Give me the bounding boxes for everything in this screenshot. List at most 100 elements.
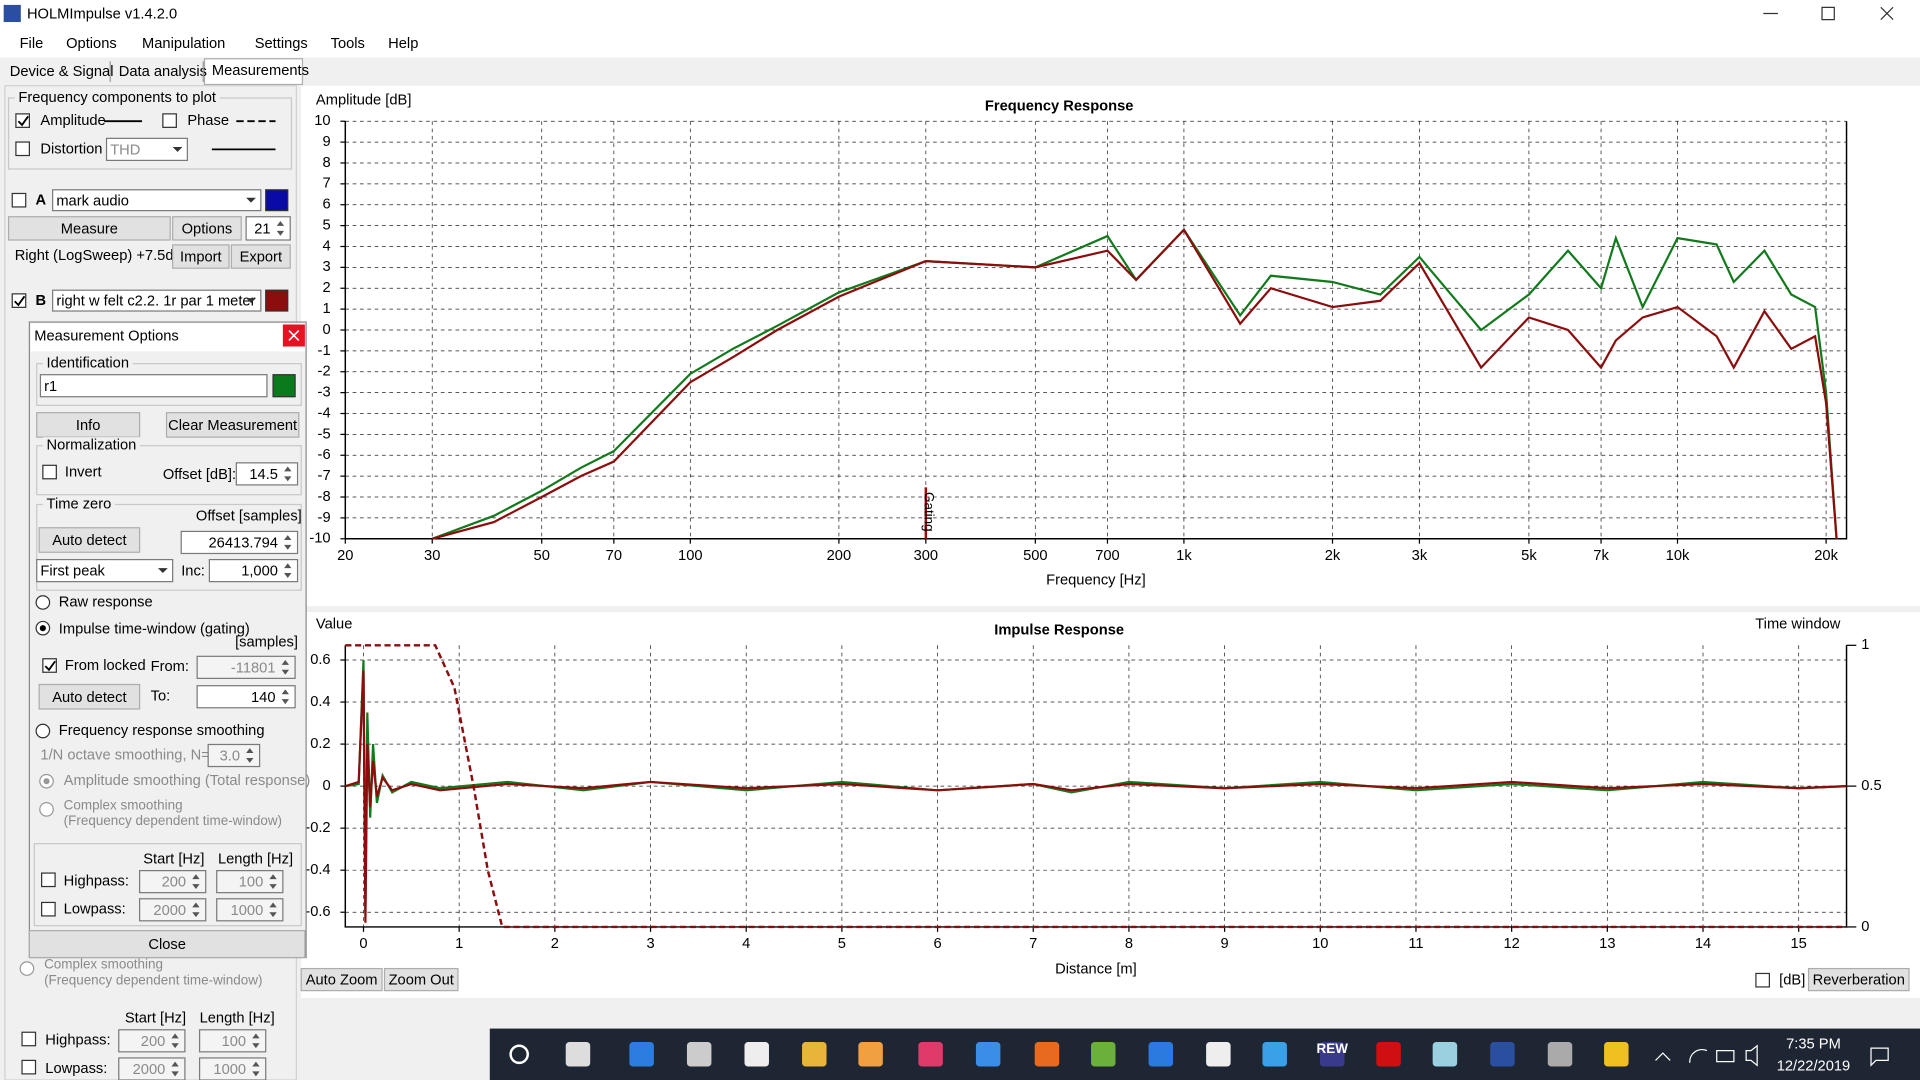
taskbar-icon[interactable]	[1490, 1042, 1515, 1067]
spin-box[interactable]	[208, 558, 299, 583]
spin-box[interactable]	[138, 870, 207, 894]
spin-box[interactable]	[235, 462, 299, 486]
spin-arrows[interactable]	[284, 535, 292, 550]
menu-item[interactable]: Help	[388, 36, 418, 52]
button-label[interactable]: Zoom Out	[389, 973, 454, 989]
spin-arrows[interactable]	[281, 660, 289, 675]
spin-arrows[interactable]	[252, 1033, 260, 1049]
spin-value[interactable]: 14.5	[249, 467, 278, 483]
combo-value[interactable]: right w felt c2.2. 1r par 1 meter	[56, 294, 255, 310]
spin-arrows[interactable]	[269, 874, 277, 889]
taskbar-icon[interactable]	[802, 1042, 827, 1067]
button[interactable]	[1807, 967, 1910, 992]
clock-date[interactable]: 12/22/2019	[1777, 1058, 1851, 1074]
spin-value[interactable]: 100	[239, 875, 264, 891]
combo-box[interactable]	[52, 289, 262, 312]
taskbar-icon[interactable]	[565, 1042, 591, 1067]
active-tab[interactable]	[203, 58, 304, 86]
tray-icons[interactable]	[1655, 1044, 1889, 1067]
taskbar-icon[interactable]	[858, 1042, 883, 1067]
taskbar-icon[interactable]	[629, 1042, 654, 1067]
color-swatch[interactable]	[265, 289, 289, 312]
spin-arrows[interactable]	[252, 1061, 260, 1077]
spin-arrows[interactable]	[192, 874, 200, 889]
spin-arrows[interactable]	[281, 689, 289, 705]
spin-box[interactable]	[198, 1029, 267, 1053]
spin-value[interactable]: 1000	[231, 903, 264, 919]
combo-value[interactable]: mark audio	[56, 193, 129, 209]
button-label[interactable]: Auto detect	[52, 690, 126, 706]
menu-item[interactable]: Options	[66, 36, 117, 52]
spin-arrows[interactable]	[171, 1061, 179, 1077]
tab[interactable]: Device & Signal	[10, 64, 114, 80]
button-label[interactable]: Info	[76, 418, 101, 434]
button-label[interactable]: Auto detect	[52, 533, 126, 549]
spin-value[interactable]: 26413.794	[209, 536, 278, 552]
spin-arrows[interactable]	[192, 902, 200, 918]
menu-item[interactable]: Settings	[255, 36, 308, 52]
clock-time[interactable]: 7:35 PM	[1786, 1036, 1841, 1052]
button-label[interactable]: Auto Zoom	[306, 973, 378, 989]
button[interactable]	[172, 244, 230, 269]
spin-box[interactable]	[118, 1057, 186, 1080]
radio-button[interactable]	[39, 802, 54, 817]
spin-box[interactable]	[138, 898, 207, 922]
spin-value[interactable]: 2000	[153, 903, 186, 919]
combo-box[interactable]	[36, 558, 174, 583]
button[interactable]	[300, 967, 383, 992]
spin-value[interactable]: 1,000	[241, 564, 278, 580]
spin-arrows[interactable]	[269, 902, 277, 918]
button[interactable]	[38, 683, 141, 710]
dialog-close-x[interactable]	[288, 330, 300, 341]
combo-arrow[interactable]	[157, 568, 168, 574]
taskbar-icon[interactable]	[1262, 1042, 1287, 1067]
taskbar-icon[interactable]	[975, 1042, 1001, 1067]
search-icon[interactable]	[509, 1044, 529, 1065]
taskbar-icon[interactable]	[1034, 1042, 1060, 1067]
spin-box[interactable]	[207, 743, 261, 768]
spin-arrows[interactable]	[284, 466, 292, 482]
checkbox[interactable]	[41, 901, 56, 917]
taskbar-icon[interactable]	[1091, 1042, 1116, 1067]
taskbar-icon[interactable]	[1547, 1042, 1573, 1067]
spin-value[interactable]: 3.0	[220, 749, 240, 765]
button-label[interactable]: Reverberation	[1813, 973, 1905, 989]
checkbox[interactable]	[21, 1031, 37, 1047]
radio-button[interactable]	[19, 961, 35, 976]
rew-icon-label[interactable]: REW	[1317, 1041, 1349, 1056]
button-label[interactable]: Import	[180, 250, 222, 266]
taskbar-icon[interactable]	[1604, 1042, 1629, 1067]
button[interactable]	[172, 216, 242, 241]
button-label[interactable]: Export	[240, 250, 282, 266]
checkbox[interactable]	[41, 872, 56, 888]
spin-box[interactable]	[245, 216, 291, 241]
combo-box[interactable]	[52, 189, 262, 212]
spin-box[interactable]	[196, 655, 296, 679]
radio-button[interactable]	[35, 723, 51, 739]
menu-item[interactable]: File	[20, 36, 44, 52]
button[interactable]	[7, 216, 171, 241]
spin-value[interactable]: 2000	[133, 1062, 166, 1078]
button[interactable]	[38, 527, 141, 553]
spin-arrows[interactable]	[246, 748, 254, 763]
taskbar-icon[interactable]	[686, 1042, 712, 1067]
combo-value[interactable]: First peak	[40, 564, 105, 580]
spin-box[interactable]	[216, 870, 284, 894]
taskbar-icon[interactable]	[918, 1042, 943, 1067]
taskbar-icon[interactable]	[1432, 1042, 1458, 1067]
spin-value[interactable]: 21	[254, 221, 270, 237]
button[interactable]	[165, 412, 300, 438]
checkbox[interactable]	[162, 113, 177, 128]
tab[interactable]: Measurements	[212, 63, 309, 79]
spin-box[interactable]	[198, 1057, 267, 1080]
taskbar-icon[interactable]	[1320, 1042, 1345, 1067]
spin-value[interactable]: 140	[251, 690, 276, 706]
spin-arrows[interactable]	[276, 221, 285, 236]
spin-value[interactable]: 200	[162, 875, 187, 891]
checkbox[interactable]	[42, 464, 57, 480]
button-label[interactable]: Measure	[61, 221, 118, 237]
spin-box[interactable]	[216, 898, 284, 922]
combo-arrow[interactable]	[172, 146, 183, 152]
checkbox[interactable]	[42, 658, 57, 673]
combo-arrow[interactable]	[246, 298, 256, 304]
